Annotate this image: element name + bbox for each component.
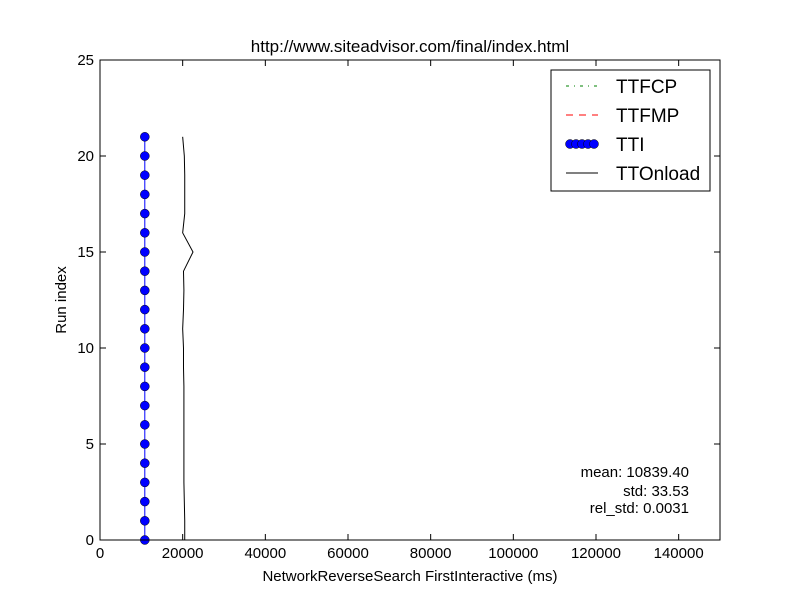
data-point-tti	[140, 266, 150, 276]
legend-label-ttfmp: TTFMP	[616, 106, 679, 127]
data-point-tti	[140, 458, 150, 468]
stats-std: std: 33.53	[623, 483, 689, 500]
y-tick-label: 0	[86, 532, 94, 549]
legend-frame	[550, 69, 711, 192]
data-point-tti	[140, 477, 150, 488]
data-point-tti	[140, 516, 150, 526]
x-tick-label: 140000	[654, 545, 704, 562]
plot-frame	[99, 59, 721, 541]
data-point-tti	[140, 362, 150, 372]
legend: TTFCP TTFMP TTI TTOnload	[550, 69, 711, 192]
chart-title: http://www.siteadvisor.com/final/index.h…	[251, 37, 569, 56]
data-point-tti	[140, 132, 150, 142]
data-point-tti	[140, 304, 150, 315]
legend-swatch-tti-marker	[589, 139, 599, 149]
y-tick-label: 5	[86, 436, 94, 453]
data-point-tti	[140, 381, 150, 392]
data-point-tti	[140, 439, 150, 449]
y-tick-label: 15	[77, 244, 94, 261]
data-point-tti	[140, 170, 150, 180]
legend-label-ttfcp: TTFCP	[616, 77, 677, 98]
data-point-tti	[140, 285, 150, 296]
data-point-tti	[140, 151, 150, 161]
data-point-tti	[140, 189, 150, 200]
data-point-tti	[140, 420, 150, 430]
stats-annotation: mean: 10839.40 std: 33.53 rel_std: 0.003…	[581, 464, 689, 517]
x-tick-label: 100000	[488, 545, 538, 562]
x-tick-label: 120000	[571, 545, 621, 562]
legend-label-tti: TTI	[616, 135, 645, 156]
x-tick-label: 60000	[327, 545, 369, 562]
stats-rel-std: rel_std: 0.0031	[590, 500, 689, 517]
x-tick-label: 40000	[244, 545, 286, 562]
data-point-tti	[140, 247, 150, 257]
ticks-layer: 0 20000 40000 60000 80000 100000 120000 140000 0…	[77, 52, 720, 562]
series-line-ttonload	[182, 136, 194, 540]
data-point-tti	[140, 400, 150, 411]
stats-mean: mean: 10839.40	[581, 464, 689, 481]
y-tick-label: 20	[77, 148, 94, 165]
y-tick-label: 25	[77, 52, 94, 69]
data-point-tti	[140, 496, 150, 507]
x-tick-label: 80000	[410, 545, 452, 562]
data-point-tti	[140, 343, 150, 353]
series-layer	[140, 132, 194, 545]
legend-label-ttonload: TTOnload	[616, 164, 700, 185]
y-tick-label: 10	[77, 340, 94, 357]
y-axis-label: Run index	[53, 266, 70, 334]
data-point-tti	[140, 228, 150, 238]
x-tick-label: 20000	[162, 545, 204, 562]
data-point-tti	[140, 208, 150, 219]
x-axis-label: NetworkReverseSearch FirstInteractive (m…	[262, 568, 557, 585]
x-tick-label: 0	[96, 545, 104, 562]
legend-swatch-tti	[565, 139, 599, 149]
data-point-tti	[140, 324, 150, 334]
